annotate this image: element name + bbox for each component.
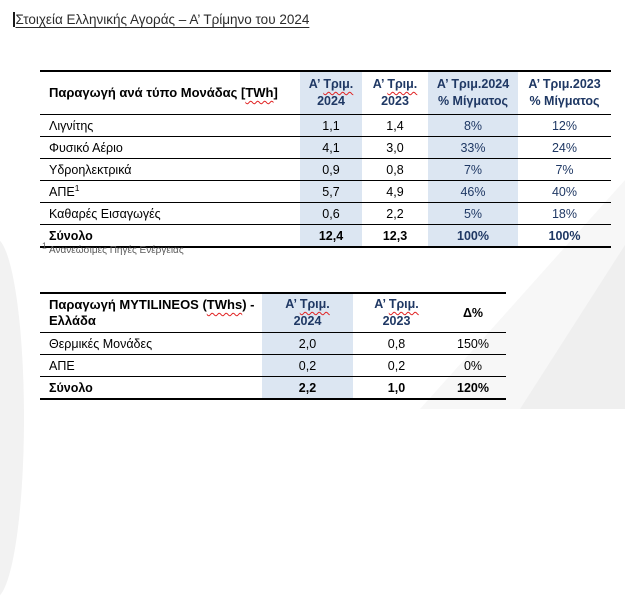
production-by-unit-table: Παραγωγή ανά τύπο Μονάδας [TWh] Α’ Τριμ.… <box>40 70 611 248</box>
col-header-q1-2024: Α’ Τριμ. 2024 <box>262 293 353 333</box>
row-label-total: Σύνολο <box>49 380 93 395</box>
spellcheck-underline: Τριμ. <box>323 77 354 92</box>
value-q1-2023: 2,2 <box>386 206 404 221</box>
table-row-total: Σύνολο 2,2 1,0 120% <box>40 376 506 399</box>
table-row-total: Σύνολο 12,4 12,3 100% 100% <box>40 224 611 247</box>
total-mix-2024: 100% <box>428 224 518 247</box>
background-left-swoosh <box>0 238 24 598</box>
production-table-title: Παραγωγή ανά τύπο Μονάδας [TWh] <box>49 84 278 100</box>
table-row-hydro: Υδροηλεκτρικά 0,9 0,8 7% 7% <box>40 158 611 181</box>
spellcheck-underline: Τριμ. <box>299 297 330 312</box>
spellcheck-underline: TWh <box>245 84 274 100</box>
table-row-res: ΑΠΕ 0,2 0,2 0% <box>40 354 506 377</box>
value-q1-2024: 0,2 <box>262 354 353 377</box>
value-mix-2024: 5% <box>428 202 518 225</box>
table-row-lignite: Λιγνίτης 1,1 1,4 8% 12% <box>40 114 611 137</box>
col-header-mix-2023: Α’ Τριμ.2023% Μίγματος <box>528 77 601 108</box>
value-mix-2024: 33% <box>428 136 518 159</box>
row-label: ΑΠΕ <box>49 358 75 373</box>
col-header-q1-2023: Α’ Τριμ. 2023 <box>372 77 418 108</box>
mytilineos-table-header-row: Παραγωγή MYTILINEOS (TWhs) - Ελλάδα Α’ Τ… <box>40 293 506 333</box>
total-q1-2024: 12,4 <box>300 224 362 247</box>
footnote-res-definition: 1 Ανανεώσιμες Πηγές Ενέργειας <box>42 240 184 256</box>
value-q1-2024: 0,6 <box>300 202 362 225</box>
value-mix-2023: 24% <box>551 140 578 155</box>
value-q1-2024: 2,0 <box>262 332 353 355</box>
value-mix-2023: 7% <box>555 162 574 177</box>
value-mix-2024: 46% <box>428 180 518 203</box>
table-row-natural-gas: Φυσικό Αέριο 4,1 3,0 33% 24% <box>40 136 611 159</box>
row-label: Λιγνίτης <box>49 118 94 133</box>
row-label-total: Σύνολο <box>49 228 93 243</box>
page-title: Στοιχεία Ελληνικής Αγοράς – Α’ Τρίμηνο τ… <box>13 12 309 27</box>
value-mix-2023: 12% <box>551 118 578 133</box>
col-header-delta-pct: Δ% <box>462 305 484 320</box>
row-label: Υδροηλεκτρικά <box>49 162 132 177</box>
total-mix-2023: 100% <box>548 228 581 243</box>
table-row-res: ΑΠΕ1 5,7 4,9 46% 40% <box>40 180 611 203</box>
mytilineos-table-title: Παραγωγή MYTILINEOS (TWhs) - Ελλάδα <box>49 296 255 328</box>
table-row-thermal-units: Θερμικές Μονάδες 2,0 0,8 150% <box>40 332 506 355</box>
value-q1-2024: 4,1 <box>300 136 362 159</box>
col-header-q1-2023: Α’ Τριμ. 2023 <box>374 297 419 328</box>
value-q1-2024: 0,9 <box>300 158 362 181</box>
row-label: Καθαρές Εισαγωγές <box>49 206 161 221</box>
value-q1-2023: 1,4 <box>386 118 404 133</box>
value-q1-2023: 3,0 <box>386 140 404 155</box>
row-label: ΑΠΕ1 <box>49 182 80 199</box>
total-q1-2024: 2,2 <box>262 376 353 399</box>
value-q1-2024: 1,1 <box>300 114 362 137</box>
value-mix-2024: 8% <box>428 114 518 137</box>
text-cursor <box>13 12 15 27</box>
page-title-text: Στοιχεία Ελληνικής Αγοράς – Α’ Τρίμηνο τ… <box>15 12 310 27</box>
value-q1-2024: 5,7 <box>300 180 362 203</box>
row-label: Θερμικές Μονάδες <box>49 336 153 351</box>
value-mix-2024: 7% <box>428 158 518 181</box>
mytilineos-production-table: Παραγωγή MYTILINEOS (TWhs) - Ελλάδα Α’ Τ… <box>40 292 506 400</box>
spellcheck-underline: Τριμ. <box>387 77 418 92</box>
row-label: Φυσικό Αέριο <box>49 140 123 155</box>
value-q1-2023: 0,8 <box>387 336 406 351</box>
value-delta: 150% <box>457 336 489 351</box>
value-q1-2023: 4,9 <box>386 184 404 199</box>
value-delta: 0% <box>463 358 483 373</box>
total-q1-2023: 1,0 <box>387 380 406 395</box>
spellcheck-underline: TWhs <box>206 296 243 312</box>
total-delta: 120% <box>457 380 489 395</box>
value-mix-2023: 18% <box>551 206 578 221</box>
footnote-marker: 1 <box>42 240 47 251</box>
spellcheck-underline: Τριμ. <box>388 297 419 312</box>
value-mix-2023: 40% <box>551 184 578 199</box>
total-q1-2023: 12,3 <box>382 228 408 243</box>
value-q1-2023: 0,8 <box>386 162 404 177</box>
col-header-mix-2024: Α’ Τριμ.2024% Μίγματος <box>428 71 518 115</box>
value-q1-2023: 0,2 <box>387 358 406 373</box>
production-table-header-row: Παραγωγή ανά τύπο Μονάδας [TWh] Α’ Τριμ.… <box>40 71 611 115</box>
table-row-net-imports: Καθαρές Εισαγωγές 0,6 2,2 5% 18% <box>40 202 611 225</box>
col-header-q1-2024: Α’ Τριμ. 2024 <box>300 71 362 115</box>
footnote-marker: 1 <box>74 182 80 193</box>
